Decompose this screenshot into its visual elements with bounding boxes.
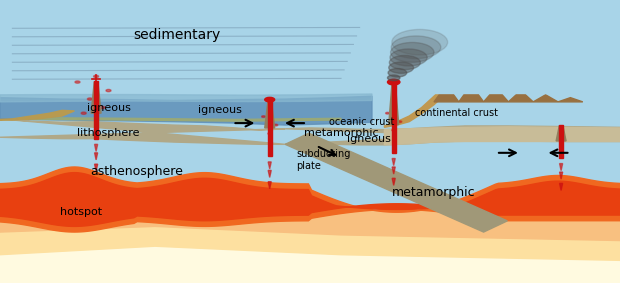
Polygon shape bbox=[0, 94, 372, 102]
Circle shape bbox=[268, 133, 272, 134]
Polygon shape bbox=[31, 118, 341, 121]
Text: metamorphic: metamorphic bbox=[304, 128, 378, 138]
Text: asthenosphere: asthenosphere bbox=[90, 165, 183, 178]
Polygon shape bbox=[389, 85, 399, 125]
Circle shape bbox=[392, 104, 396, 106]
Circle shape bbox=[391, 36, 441, 59]
Text: igneous: igneous bbox=[198, 105, 242, 115]
Polygon shape bbox=[268, 182, 272, 189]
Polygon shape bbox=[0, 218, 620, 260]
Text: lithosphere: lithosphere bbox=[78, 128, 140, 138]
Circle shape bbox=[94, 75, 99, 78]
Circle shape bbox=[388, 79, 400, 85]
Polygon shape bbox=[392, 167, 396, 174]
Circle shape bbox=[386, 112, 389, 114]
Circle shape bbox=[268, 107, 272, 109]
Polygon shape bbox=[560, 183, 563, 190]
Polygon shape bbox=[459, 85, 484, 102]
Polygon shape bbox=[508, 91, 533, 102]
Text: oceanic crust: oceanic crust bbox=[329, 117, 394, 127]
Circle shape bbox=[389, 62, 414, 73]
Polygon shape bbox=[384, 35, 620, 127]
Polygon shape bbox=[392, 158, 396, 166]
Polygon shape bbox=[0, 198, 620, 241]
Polygon shape bbox=[0, 110, 74, 120]
Circle shape bbox=[390, 49, 427, 66]
Polygon shape bbox=[94, 164, 98, 171]
Polygon shape bbox=[558, 98, 583, 102]
Text: igneous: igneous bbox=[87, 102, 130, 113]
Polygon shape bbox=[285, 126, 620, 145]
Polygon shape bbox=[560, 172, 563, 179]
Polygon shape bbox=[0, 119, 285, 144]
Circle shape bbox=[388, 75, 400, 81]
Circle shape bbox=[106, 89, 111, 92]
Text: subducting: subducting bbox=[296, 149, 351, 159]
Text: continental crust: continental crust bbox=[415, 108, 498, 118]
Circle shape bbox=[391, 42, 434, 62]
Polygon shape bbox=[372, 0, 620, 93]
Polygon shape bbox=[560, 164, 563, 171]
Polygon shape bbox=[285, 133, 507, 232]
Polygon shape bbox=[0, 238, 620, 283]
Polygon shape bbox=[0, 96, 372, 125]
Circle shape bbox=[392, 129, 396, 131]
Polygon shape bbox=[384, 127, 620, 145]
Circle shape bbox=[87, 98, 92, 100]
Circle shape bbox=[75, 81, 80, 83]
Polygon shape bbox=[0, 167, 620, 232]
Polygon shape bbox=[268, 162, 272, 169]
Circle shape bbox=[100, 106, 105, 109]
Circle shape bbox=[389, 55, 420, 70]
Polygon shape bbox=[268, 170, 272, 177]
Polygon shape bbox=[484, 88, 508, 102]
Polygon shape bbox=[265, 102, 275, 128]
Polygon shape bbox=[0, 0, 372, 95]
Text: hotspot: hotspot bbox=[60, 207, 102, 217]
Polygon shape bbox=[559, 125, 563, 158]
Circle shape bbox=[392, 29, 448, 55]
Text: igneous: igneous bbox=[347, 134, 391, 144]
Polygon shape bbox=[94, 144, 98, 151]
Polygon shape bbox=[94, 81, 98, 139]
Polygon shape bbox=[268, 100, 272, 156]
Polygon shape bbox=[0, 173, 620, 226]
Text: plate: plate bbox=[296, 160, 321, 171]
Polygon shape bbox=[91, 82, 101, 113]
Text: sedimentary: sedimentary bbox=[133, 28, 220, 42]
Circle shape bbox=[274, 124, 278, 126]
Polygon shape bbox=[533, 95, 558, 102]
Polygon shape bbox=[392, 178, 396, 185]
Polygon shape bbox=[556, 126, 566, 141]
Polygon shape bbox=[434, 85, 459, 102]
Text: metamorphic: metamorphic bbox=[392, 186, 476, 199]
Circle shape bbox=[81, 112, 86, 114]
Circle shape bbox=[265, 97, 275, 102]
Circle shape bbox=[388, 68, 407, 77]
Polygon shape bbox=[94, 153, 98, 160]
Circle shape bbox=[262, 116, 265, 117]
Circle shape bbox=[398, 121, 402, 123]
Polygon shape bbox=[392, 83, 396, 153]
